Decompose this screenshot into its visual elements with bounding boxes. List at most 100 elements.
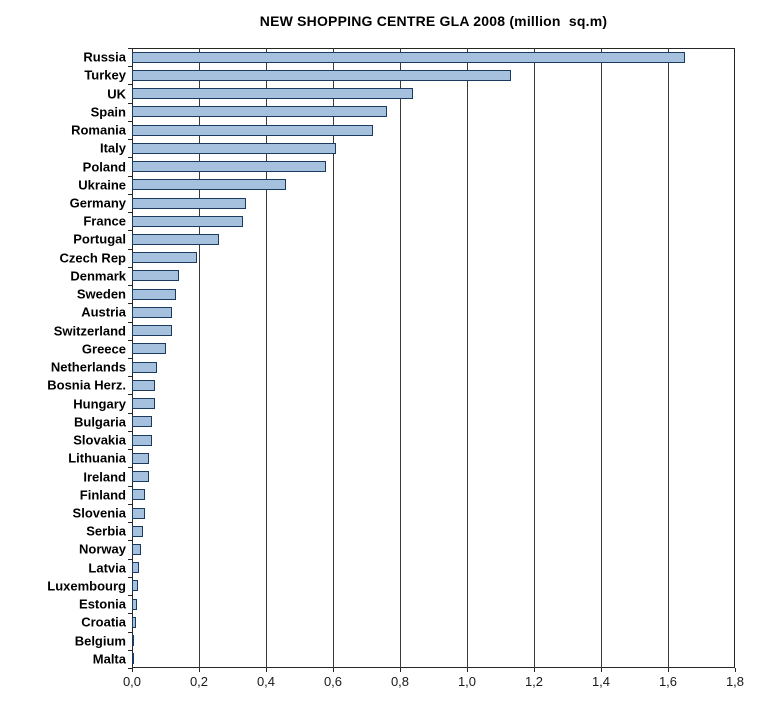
y-axis-tick	[128, 249, 132, 250]
major-gridline	[467, 48, 468, 668]
x-axis-tick	[534, 668, 535, 672]
bar	[132, 215, 243, 227]
major-gridline	[333, 48, 334, 668]
chart-title: NEW SHOPPING CENTRE GLA 2008 (million sq…	[259, 13, 608, 29]
category-label: Luxembourg	[47, 578, 126, 594]
bar	[132, 124, 373, 136]
category-label: France	[83, 213, 126, 229]
y-axis-tick	[128, 467, 132, 468]
category-label: Ukraine	[78, 177, 126, 193]
category-label: Finland	[79, 487, 126, 503]
y-axis-tick	[128, 103, 132, 104]
bar	[132, 142, 336, 154]
y-axis-tick	[128, 322, 132, 323]
y-axis-tick	[128, 486, 132, 487]
category-label: Bulgaria	[73, 414, 126, 430]
category-label: Switzerland	[53, 323, 126, 339]
x-axis-tick	[668, 668, 669, 672]
bar	[132, 398, 155, 410]
x-axis-tick-label: 1,6	[658, 674, 678, 689]
y-axis-tick	[128, 413, 132, 414]
bar	[132, 471, 149, 483]
category-label: Romania	[71, 122, 126, 138]
major-gridline	[400, 48, 401, 668]
x-axis-tick	[333, 668, 334, 672]
category-label: Ireland	[83, 469, 126, 485]
bar	[132, 233, 219, 245]
bar	[132, 325, 172, 337]
y-axis-tick	[128, 139, 132, 140]
y-axis-tick	[128, 66, 132, 67]
category-label: UK	[107, 86, 126, 102]
y-axis-tick	[128, 194, 132, 195]
category-label: Spain	[90, 104, 126, 120]
category-label: Netherlands	[50, 359, 126, 375]
category-label: Serbia	[86, 523, 126, 539]
bar	[132, 489, 145, 501]
bar	[132, 562, 139, 574]
category-label: Malta	[92, 651, 126, 667]
x-axis-tick	[199, 668, 200, 672]
y-axis-tick	[128, 84, 132, 85]
category-label: Slovakia	[73, 432, 126, 448]
y-axis-tick	[128, 358, 132, 359]
bar	[132, 635, 134, 647]
bar	[132, 88, 413, 100]
bar	[132, 161, 326, 173]
category-label: Latvia	[88, 560, 126, 576]
y-axis-tick	[128, 230, 132, 231]
x-axis-tick	[266, 668, 267, 672]
major-gridline	[266, 48, 267, 668]
bar	[132, 580, 138, 592]
bar	[132, 69, 511, 81]
bar	[132, 507, 145, 519]
category-label: Czech Rep	[59, 250, 126, 266]
x-axis-tick-label: 1,2	[524, 674, 544, 689]
bar	[132, 434, 152, 446]
major-gridline	[668, 48, 669, 668]
y-axis-tick	[128, 431, 132, 432]
y-axis-tick	[128, 285, 132, 286]
y-axis-tick	[128, 394, 132, 395]
x-axis-tick	[467, 668, 468, 672]
bar	[132, 306, 172, 318]
y-axis-tick	[128, 522, 132, 523]
bar	[132, 525, 143, 537]
y-axis-tick	[128, 212, 132, 213]
x-axis-tick	[400, 668, 401, 672]
y-axis-tick	[128, 176, 132, 177]
y-axis-tick	[128, 559, 132, 560]
x-axis-tick-label: 1,0	[457, 674, 477, 689]
category-label: Norway	[79, 541, 126, 557]
x-axis-tick-label: 1,8	[725, 674, 745, 689]
category-label: Greece	[81, 341, 126, 357]
bar	[132, 598, 137, 610]
category-label: Germany	[69, 195, 126, 211]
y-axis-tick	[128, 595, 132, 596]
bar	[132, 51, 685, 63]
x-axis-tick-label: 0,8	[390, 674, 410, 689]
category-label: Estonia	[79, 596, 126, 612]
x-axis-tick-label: 1,4	[591, 674, 611, 689]
y-axis-tick	[128, 267, 132, 268]
bar	[132, 288, 176, 300]
category-label: Denmark	[70, 268, 126, 284]
bar	[132, 379, 155, 391]
y-axis-tick	[128, 121, 132, 122]
bar	[132, 179, 286, 191]
x-axis-tick-label: 0,0	[122, 674, 142, 689]
category-label: Lithuania	[68, 450, 126, 466]
bar	[132, 106, 387, 118]
major-gridline	[199, 48, 200, 668]
y-axis-tick	[128, 504, 132, 505]
category-label: Russia	[83, 49, 126, 65]
y-axis-tick	[128, 449, 132, 450]
x-axis-tick-label: 0,2	[189, 674, 209, 689]
bar	[132, 197, 246, 209]
y-axis-tick	[128, 48, 132, 49]
major-gridline	[534, 48, 535, 668]
y-axis-tick	[128, 650, 132, 651]
y-axis-tick	[128, 157, 132, 158]
bar	[132, 270, 179, 282]
